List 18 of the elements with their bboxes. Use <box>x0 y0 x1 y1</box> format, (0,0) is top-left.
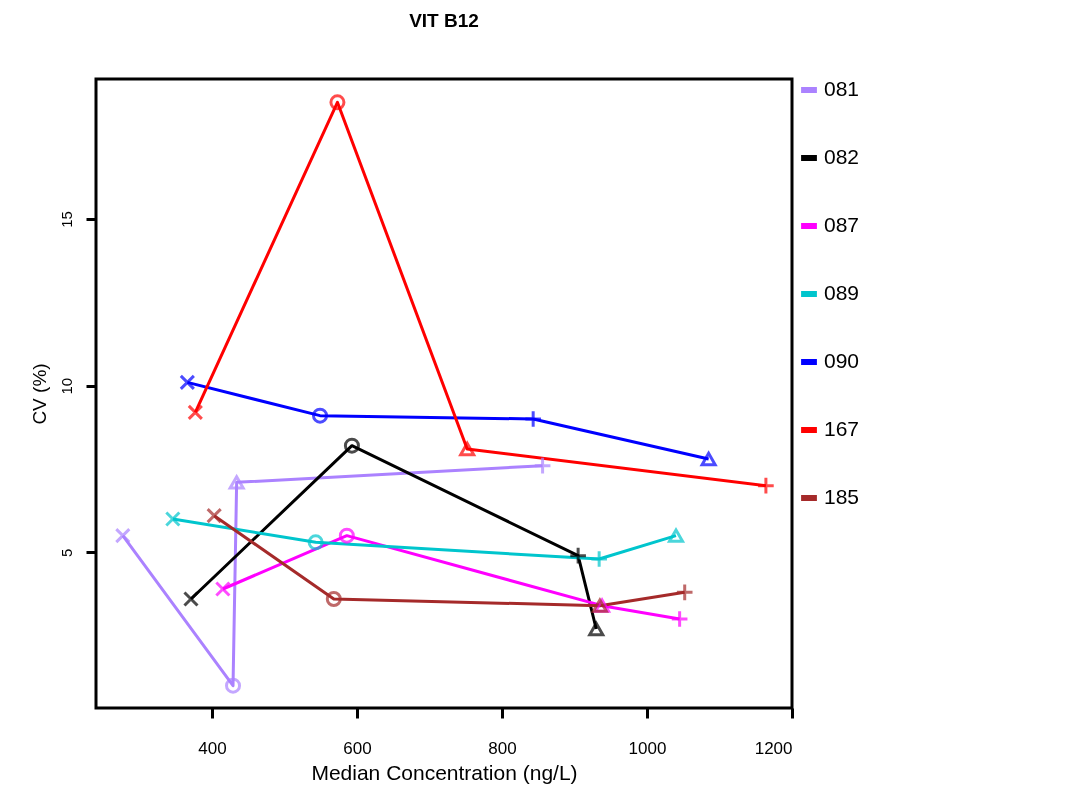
legend-label: 087 <box>824 213 860 236</box>
legend-label: 090 <box>824 349 860 372</box>
x-tick-label: 400 <box>198 738 227 758</box>
legend-label: 167 <box>824 417 860 440</box>
legend-label: 081 <box>824 77 860 100</box>
x-tick-label: 1000 <box>628 738 667 758</box>
legend-label: 089 <box>824 281 860 304</box>
y-tick-label: 5 <box>57 548 75 558</box>
x-axis-title: Median Concentration (ng/L) <box>311 760 578 784</box>
x-tick-label: 600 <box>343 738 372 758</box>
legend-label: 082 <box>824 145 860 168</box>
y-axis-title: CV (%) <box>28 363 50 425</box>
legend-label: 185 <box>824 485 860 508</box>
y-tick-label: 10 <box>57 377 75 395</box>
y-tick-label: 15 <box>57 211 75 228</box>
x-tick-label: 800 <box>488 738 517 758</box>
x-tick-label: 1200 <box>754 738 793 758</box>
chart-title: VIT B12 <box>409 10 479 31</box>
